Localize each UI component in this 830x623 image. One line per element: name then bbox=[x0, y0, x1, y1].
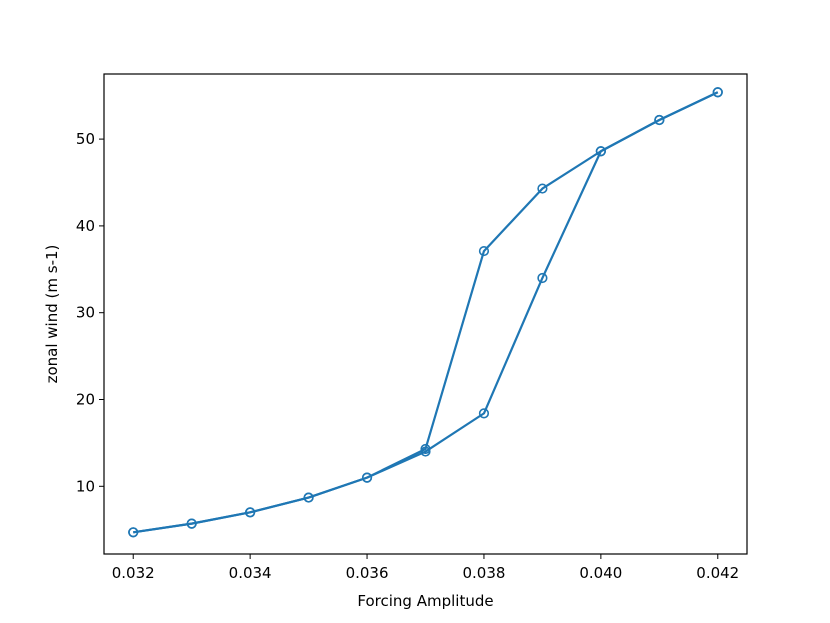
y-tick-label: 10 bbox=[76, 477, 95, 495]
y-axis-label: zonal wind (m s-1) bbox=[43, 245, 61, 384]
plot-frame bbox=[103, 73, 748, 555]
data-point bbox=[712, 87, 723, 98]
axes-layer: 0.032 0.034 0.036 0.038 0.040 0.042 10 20 30 40 50 bbox=[76, 130, 739, 582]
data-point bbox=[186, 518, 197, 529]
series-layer bbox=[128, 87, 723, 538]
data-point bbox=[537, 183, 548, 194]
data-point bbox=[595, 146, 606, 157]
x-axis-label: Forcing Amplitude bbox=[357, 592, 493, 610]
data-point bbox=[478, 245, 490, 257]
x-tick-label: 0.042 bbox=[696, 564, 739, 582]
data-point bbox=[420, 446, 431, 457]
x-tick-label: 0.038 bbox=[462, 564, 505, 582]
y-tick-label: 50 bbox=[76, 130, 95, 148]
y-tick-label: 40 bbox=[76, 217, 95, 235]
data-point bbox=[537, 272, 548, 284]
y-tick-label: 20 bbox=[76, 390, 95, 408]
data-point bbox=[245, 507, 256, 518]
data-point bbox=[361, 472, 373, 483]
data-point bbox=[478, 408, 490, 419]
x-tick-label: 0.034 bbox=[229, 564, 272, 582]
plot-area bbox=[104, 74, 747, 554]
data-point bbox=[128, 527, 139, 538]
x-tick-label: 0.032 bbox=[112, 564, 155, 582]
y-tick-label: 30 bbox=[76, 304, 95, 322]
x-tick-label: 0.036 bbox=[346, 564, 389, 582]
data-point bbox=[303, 492, 314, 503]
series-line-2 bbox=[133, 91, 719, 534]
x-tick-label: 0.040 bbox=[579, 564, 622, 582]
data-point bbox=[654, 114, 665, 126]
